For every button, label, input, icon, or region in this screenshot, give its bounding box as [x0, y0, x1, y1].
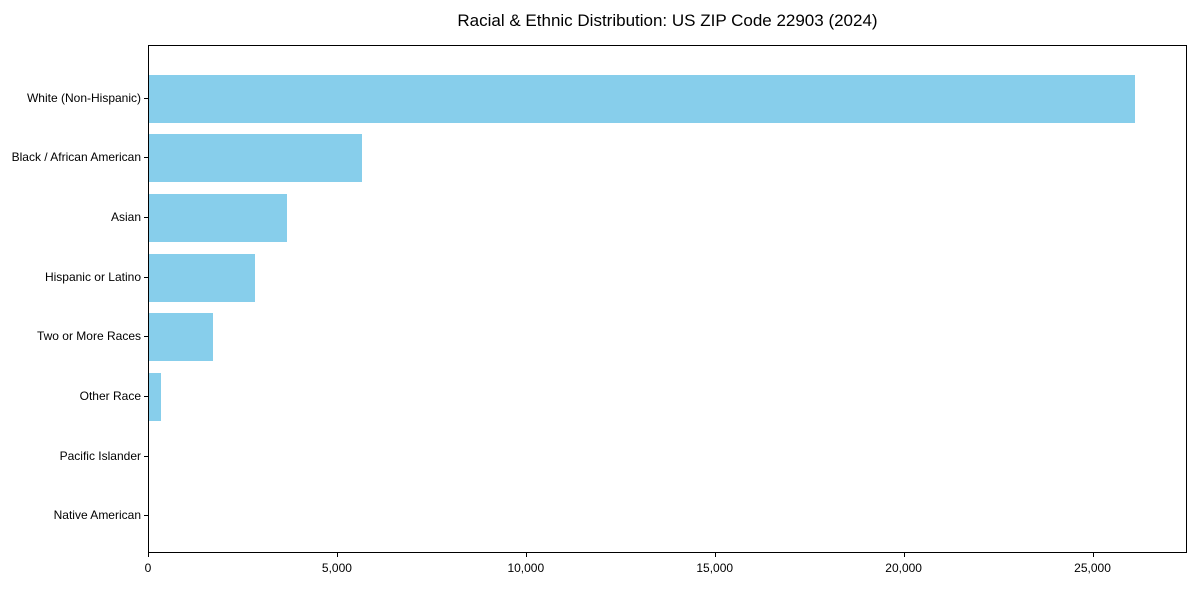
y-tick-mark — [144, 216, 148, 218]
y-tick-label-native-american: Native American — [53, 508, 141, 523]
x-tick-label-20000: 20,000 — [885, 561, 922, 575]
y-tick-label-two-or-more-races: Two or More Races — [36, 329, 141, 344]
plot-area — [148, 45, 1187, 553]
x-tick-label-5000: 5,000 — [321, 561, 352, 575]
x-tick-label-0: 0 — [144, 561, 152, 575]
y-tick-mark — [144, 455, 148, 457]
bar-two-or-more-races — [149, 313, 214, 362]
bar-asian — [149, 193, 287, 242]
x-tick-label-15000: 15,000 — [696, 561, 734, 575]
y-tick-label-hispanic-or-latino: Hispanic or Latino — [44, 269, 141, 284]
y-tick-label-other-race: Other Race — [79, 389, 141, 403]
y-tick-label-black-african-american: Black / African American — [11, 150, 141, 165]
bar-other-race — [149, 373, 162, 421]
x-tick-mark — [1092, 553, 1094, 557]
x-tick-mark — [148, 553, 149, 557]
y-tick-label-white-non-hispanic: White (Non-Hispanic) — [26, 90, 141, 105]
y-tick-label-pacific-islander: Pacific Islander — [59, 448, 141, 463]
y-tick-mark — [144, 157, 148, 159]
chart-title: Racial & Ethnic Distribution: US ZIP Cod… — [457, 11, 878, 30]
x-tick-mark — [525, 553, 527, 557]
x-tick-mark — [336, 553, 338, 557]
y-tick-mark — [144, 336, 148, 338]
bar-white-non-hispanic — [149, 74, 1136, 123]
bar-hispanic-or-latino — [149, 253, 255, 302]
y-tick-mark — [144, 97, 148, 99]
y-tick-label-asian: Asian — [110, 209, 141, 224]
x-tick-label-10000: 10,000 — [507, 561, 545, 575]
y-tick-mark — [144, 515, 148, 517]
x-tick-label-25000: 25,000 — [1074, 561, 1111, 575]
bar-black-african-american — [149, 134, 363, 183]
y-tick-mark — [144, 276, 148, 278]
x-tick-mark — [903, 553, 905, 557]
y-tick-mark — [144, 396, 148, 397]
x-tick-mark — [714, 553, 716, 557]
bars-layer — [149, 46, 1186, 552]
